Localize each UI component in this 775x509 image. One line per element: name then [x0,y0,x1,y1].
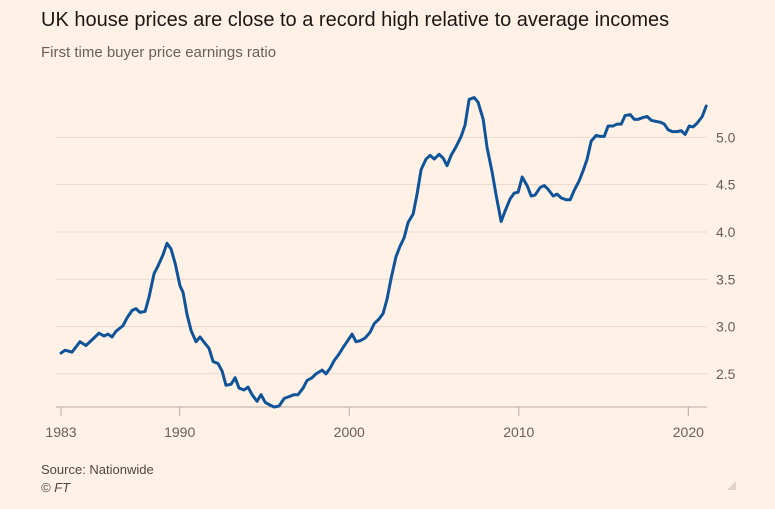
x-tick-label: 2000 [334,424,365,440]
x-tick-label: 1990 [164,424,195,440]
chart-subtitle: First time buyer price earnings ratio [41,44,276,61]
credit: © FT [41,480,71,495]
data-line [59,96,708,409]
chart-title: UK house prices are close to a record hi… [41,9,669,31]
y-tick-label: 5.0 [716,129,736,145]
y-tick-label: 2.5 [716,366,736,382]
y-tick-label: 4.5 [716,177,736,193]
x-tick-label: 2020 [673,424,704,440]
x-tick-label: 2010 [503,424,534,440]
resize-icon [727,481,736,490]
source: Source: Nationwide [41,462,154,477]
y-tick-label: 3.0 [716,319,736,335]
x-tick-label: 1983 [45,424,76,440]
y-tick-label: 4.0 [716,224,736,240]
y-tick-label: 3.5 [716,271,736,287]
